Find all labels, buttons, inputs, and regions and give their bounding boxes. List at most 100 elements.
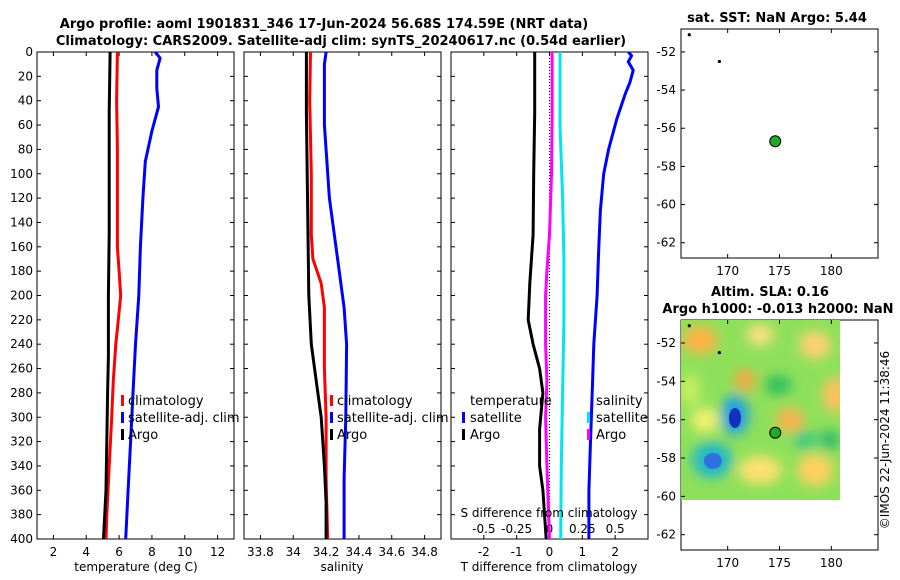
temp-axes: 2 4 6 8 10 1202040608010012014016018020022024…	[10, 45, 234, 559]
sst_map-ytick-label: -54	[656, 83, 676, 97]
sla_map-xtick-label: 170	[716, 556, 739, 570]
sal-series-group	[304, 52, 349, 539]
sal-legend-satellite: satellite-adj. clim	[337, 411, 449, 426]
sst_map-track-point	[687, 33, 691, 37]
temp-panel-frame	[36, 51, 235, 540]
temp-climatology-line	[104, 52, 123, 539]
temp-series-group	[102, 52, 162, 539]
sla_map-xtick-label: 180	[820, 556, 843, 570]
diff-legend-swatch-t-argo	[462, 429, 465, 440]
diff-top-tick-label: -0.25	[501, 522, 532, 536]
sst_map-ytick-label: -62	[656, 236, 676, 250]
diff-legend-temperature-title: temperature	[470, 394, 552, 409]
temp-legend: climatology satellite-adj. clim Argo	[121, 394, 240, 443]
depth-tick-label: 340	[10, 459, 33, 473]
depth-tick-label: 40	[18, 94, 33, 108]
temp-legend-swatch-argo	[121, 429, 124, 440]
sal-axes: 33.8 34 34.2 34.4 34.6 34.8	[244, 51, 441, 559]
sal-legend-swatch-argo	[330, 429, 333, 440]
diff-top-xlabel: S difference from climatology	[461, 506, 638, 520]
temp-legend-satellite: satellite-adj. clim	[128, 411, 240, 426]
diff-legend-salinity-title: salinity	[596, 394, 643, 409]
diff-legend-swatch-s-satellite	[587, 412, 590, 423]
sal-satellite-adj-clim-line	[322, 52, 349, 539]
sst_map-track-point	[717, 59, 721, 64]
sst_map-ytick-label: -56	[656, 121, 676, 135]
diff-xlabel: T difference from climatology	[460, 560, 638, 574]
depth-tick-label: 400	[10, 532, 33, 546]
depth-tick-label: 280	[10, 386, 33, 400]
depth-tick-label: 80	[18, 142, 33, 156]
sla_map-ytick-label: -54	[656, 374, 676, 388]
diff-legend-t-satellite: satellite	[470, 411, 522, 426]
diff-xtick-label: 1	[579, 545, 587, 559]
sla_map-ytick-label: -58	[656, 451, 676, 465]
depth-tick-label: 140	[10, 215, 33, 229]
sst_map-ytick-label: -58	[656, 159, 676, 173]
sla_map-track-point	[687, 324, 691, 328]
temp-legend-swatch-satellite	[121, 412, 124, 423]
diff-top-tick-label: 0.25	[569, 522, 596, 536]
sst_map-float-marker	[769, 135, 782, 148]
figure-title-line2: Climatology: CARS2009. Satellite-adj cli…	[56, 34, 626, 49]
diff-legend-s-argo: Argo	[596, 428, 626, 443]
temp-xtick-label: 2	[50, 545, 58, 559]
depth-tick-label: 60	[18, 118, 33, 132]
depth-tick-label: 100	[10, 167, 33, 181]
figure-title-line1: Argo profile: aoml 1901831_346 17-Jun-20…	[60, 17, 588, 32]
diff-series-group	[526, 52, 635, 539]
temp-legend-climatology: climatology	[128, 394, 204, 409]
depth-tick-label: 200	[10, 289, 33, 303]
sst_map-xtick-label: 170	[716, 264, 739, 278]
diff-xtick-label: -1	[511, 545, 523, 559]
sla_map-float-marker	[769, 426, 782, 439]
depth-tick-label: 300	[10, 410, 33, 424]
sst-map-axes: 170 175 180 -52 -54 -56 -58 -60 -62	[656, 29, 878, 278]
diff-axes: -2 -1 0 1 2-0.5 -0.25 0 0.25 0.5	[451, 51, 648, 559]
sla-map-title-line1: Altim. SLA: 0.16	[711, 285, 829, 300]
sst_map-ytick-label: -60	[656, 198, 676, 212]
temp-satellite-adj-clim-line	[124, 52, 162, 539]
sla-map-axes: 170 175 180 -52 -54 -56 -58 -60 -62	[656, 320, 878, 570]
sal-xtick-label: 34.6	[378, 545, 405, 559]
sal-xlabel: salinity	[320, 560, 363, 574]
sal-legend-climatology: climatology	[337, 394, 413, 409]
temp-xtick-label: 4	[82, 545, 90, 559]
diff-legend-swatch-t-satellite	[462, 412, 465, 423]
sal-legend: climatology satellite-adj. clim Argo	[330, 394, 449, 443]
diff-t-satellite-line	[587, 52, 635, 539]
sal-legend-argo: Argo	[337, 428, 367, 443]
depth-tick-label: 120	[10, 191, 33, 205]
depth-tick-label: 160	[10, 240, 33, 254]
sal-climatology-line	[308, 52, 330, 539]
sla_map-ytick-label: -62	[656, 528, 676, 542]
temp-legend-swatch-climatology	[121, 395, 124, 406]
sal-legend-swatch-climatology	[330, 395, 333, 406]
diff-s-satellite-line	[558, 52, 566, 539]
temp-xtick-label: 8	[148, 545, 156, 559]
sst-map-title: sat. SST: NaN Argo: 5.44	[687, 11, 867, 26]
sst_map-ytick-label: -52	[656, 45, 676, 59]
depth-tick-label: 180	[10, 264, 33, 278]
sal-xtick-label: 34.8	[411, 545, 438, 559]
diff-legend: temperature satellite Argo salinity sate…	[462, 394, 648, 443]
depth-tick-label: 240	[10, 337, 33, 351]
diff-t-argo-line	[526, 52, 548, 539]
diff-s-argo-line	[544, 52, 554, 539]
diff-top-tick-label: -0.5	[472, 522, 495, 536]
temp-xtick-label: 12	[210, 545, 225, 559]
sla-map-title-line2: Argo h1000: -0.013 h2000: NaN	[662, 302, 893, 317]
depth-tick-label: 20	[18, 69, 33, 83]
sla_map-ytick-label: -60	[656, 489, 676, 503]
diff-xtick-label: -2	[478, 545, 490, 559]
temp-xlabel: temperature (deg C)	[74, 560, 197, 574]
sla-heatmap	[681, 320, 840, 500]
sal-xtick-label: 34	[286, 545, 301, 559]
temp-xtick-label: 6	[115, 545, 123, 559]
sla_map-track-point	[717, 350, 721, 355]
sla_map-xtick-label: 175	[768, 556, 791, 570]
sal-xtick-label: 34.2	[313, 545, 340, 559]
diff-top-tick-label: 0.5	[606, 522, 625, 536]
depth-tick-label: 360	[10, 483, 33, 497]
sal-argo-line	[304, 52, 328, 539]
